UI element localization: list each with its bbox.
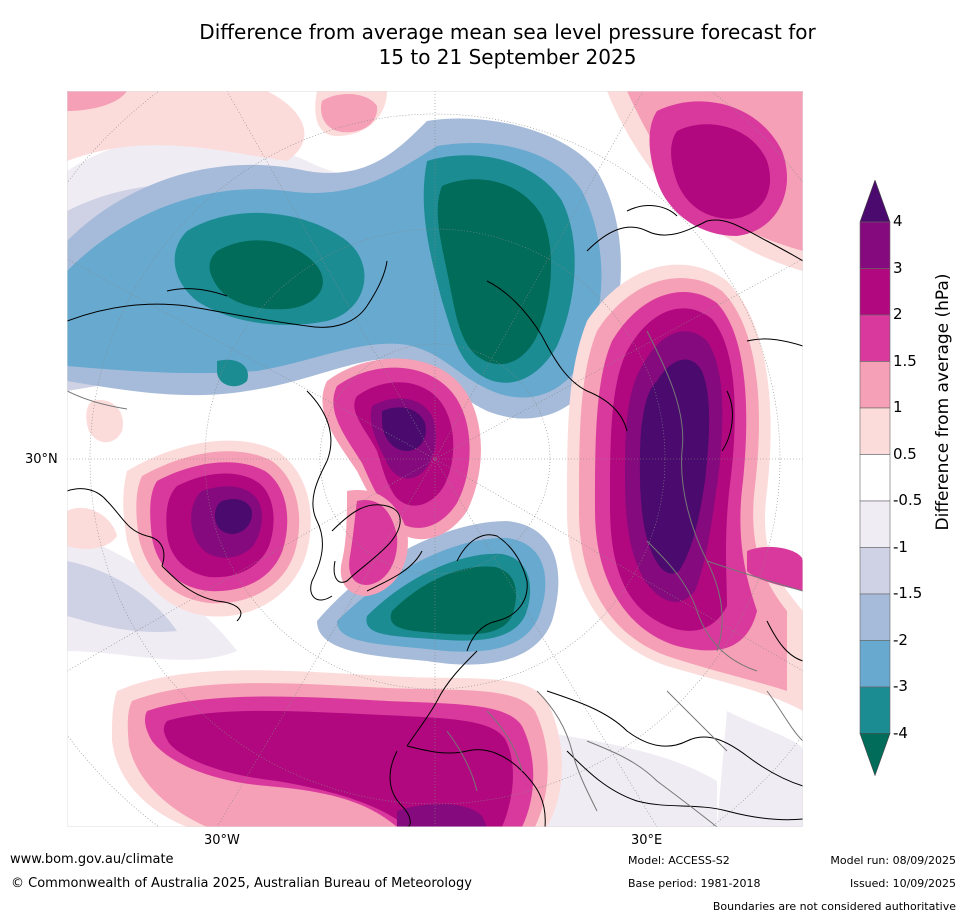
footer-model-run: Model run: 08/09/2025 bbox=[830, 854, 956, 867]
pressure-anomaly-map[interactable] bbox=[67, 91, 803, 827]
country-borders bbox=[67, 330, 803, 827]
colorbar-tick-label: 0.5 bbox=[893, 444, 917, 463]
anomaly-fill-positive-north-america bbox=[67, 91, 481, 617]
lon-label-30e: 30°E bbox=[631, 833, 663, 848]
title-line-2: 15 to 21 September 2025 bbox=[378, 45, 637, 69]
anomaly-fill-positive-northeast bbox=[607, 91, 803, 271]
colorbar-tick-label: 2 bbox=[893, 305, 903, 323]
colorbar-band bbox=[859, 500, 891, 548]
colorbar-band bbox=[859, 640, 891, 688]
colorbar-band bbox=[859, 268, 891, 316]
colorbar-band bbox=[859, 454, 891, 502]
coastlines bbox=[67, 205, 803, 827]
colorbar-tick-label: 4 bbox=[893, 212, 903, 230]
colorbar-band bbox=[859, 593, 891, 641]
footer-model: Model: ACCESS-S2 bbox=[628, 854, 730, 867]
footer-url[interactable]: www.bom.gov.au/climate bbox=[10, 852, 174, 867]
colorbar-band bbox=[859, 407, 891, 455]
colorbar-title: Difference from average (hPa) bbox=[933, 273, 953, 531]
colorbar-tick-label: -3 bbox=[893, 677, 908, 695]
colorbar-tick-label: -4 bbox=[893, 723, 908, 742]
colorbar-band bbox=[859, 314, 891, 362]
graticule bbox=[67, 91, 803, 827]
colorbar-band bbox=[859, 547, 891, 595]
anomaly-fill-negative-arctic bbox=[67, 118, 621, 419]
colorbar bbox=[859, 180, 891, 777]
map-svg bbox=[67, 91, 803, 827]
colorbar-tick-label: -1.5 bbox=[893, 584, 923, 602]
anomaly-fill-negative-scandinavia bbox=[317, 521, 559, 665]
anomaly-fill-positive-atlantic bbox=[112, 670, 562, 827]
colorbar-band bbox=[859, 361, 891, 409]
lat-label-30n: 30°N bbox=[25, 452, 58, 467]
footer-boundaries: Boundaries are not considered authoritat… bbox=[712, 900, 956, 913]
colorbar-tick-label: 3 bbox=[893, 258, 903, 277]
lon-label-30w: 30°W bbox=[204, 833, 240, 848]
footer-issued: Issued: 10/09/2025 bbox=[849, 877, 956, 890]
colorbar-tick-label: -1 bbox=[893, 537, 908, 556]
colorbar-tick-label: -2 bbox=[893, 630, 908, 649]
title-line-1: Difference from average mean sea level p… bbox=[199, 20, 816, 44]
colorbar-extend-bottom bbox=[859, 733, 891, 777]
footer-copyright: © Commonwealth of Australia 2025, Austra… bbox=[11, 876, 472, 891]
colorbar-tick-label: -0.5 bbox=[893, 491, 923, 509]
colorbar-tick-label: 1.5 bbox=[893, 351, 917, 370]
colorbar-tick-label: 1 bbox=[893, 398, 903, 416]
footer-base-period: Base period: 1981-2018 bbox=[628, 877, 761, 890]
colorbar-extend-top bbox=[859, 180, 891, 223]
colorbar-band bbox=[859, 686, 891, 734]
map-title: Difference from average mean sea level p… bbox=[60, 20, 955, 70]
colorbar-band bbox=[859, 221, 891, 269]
